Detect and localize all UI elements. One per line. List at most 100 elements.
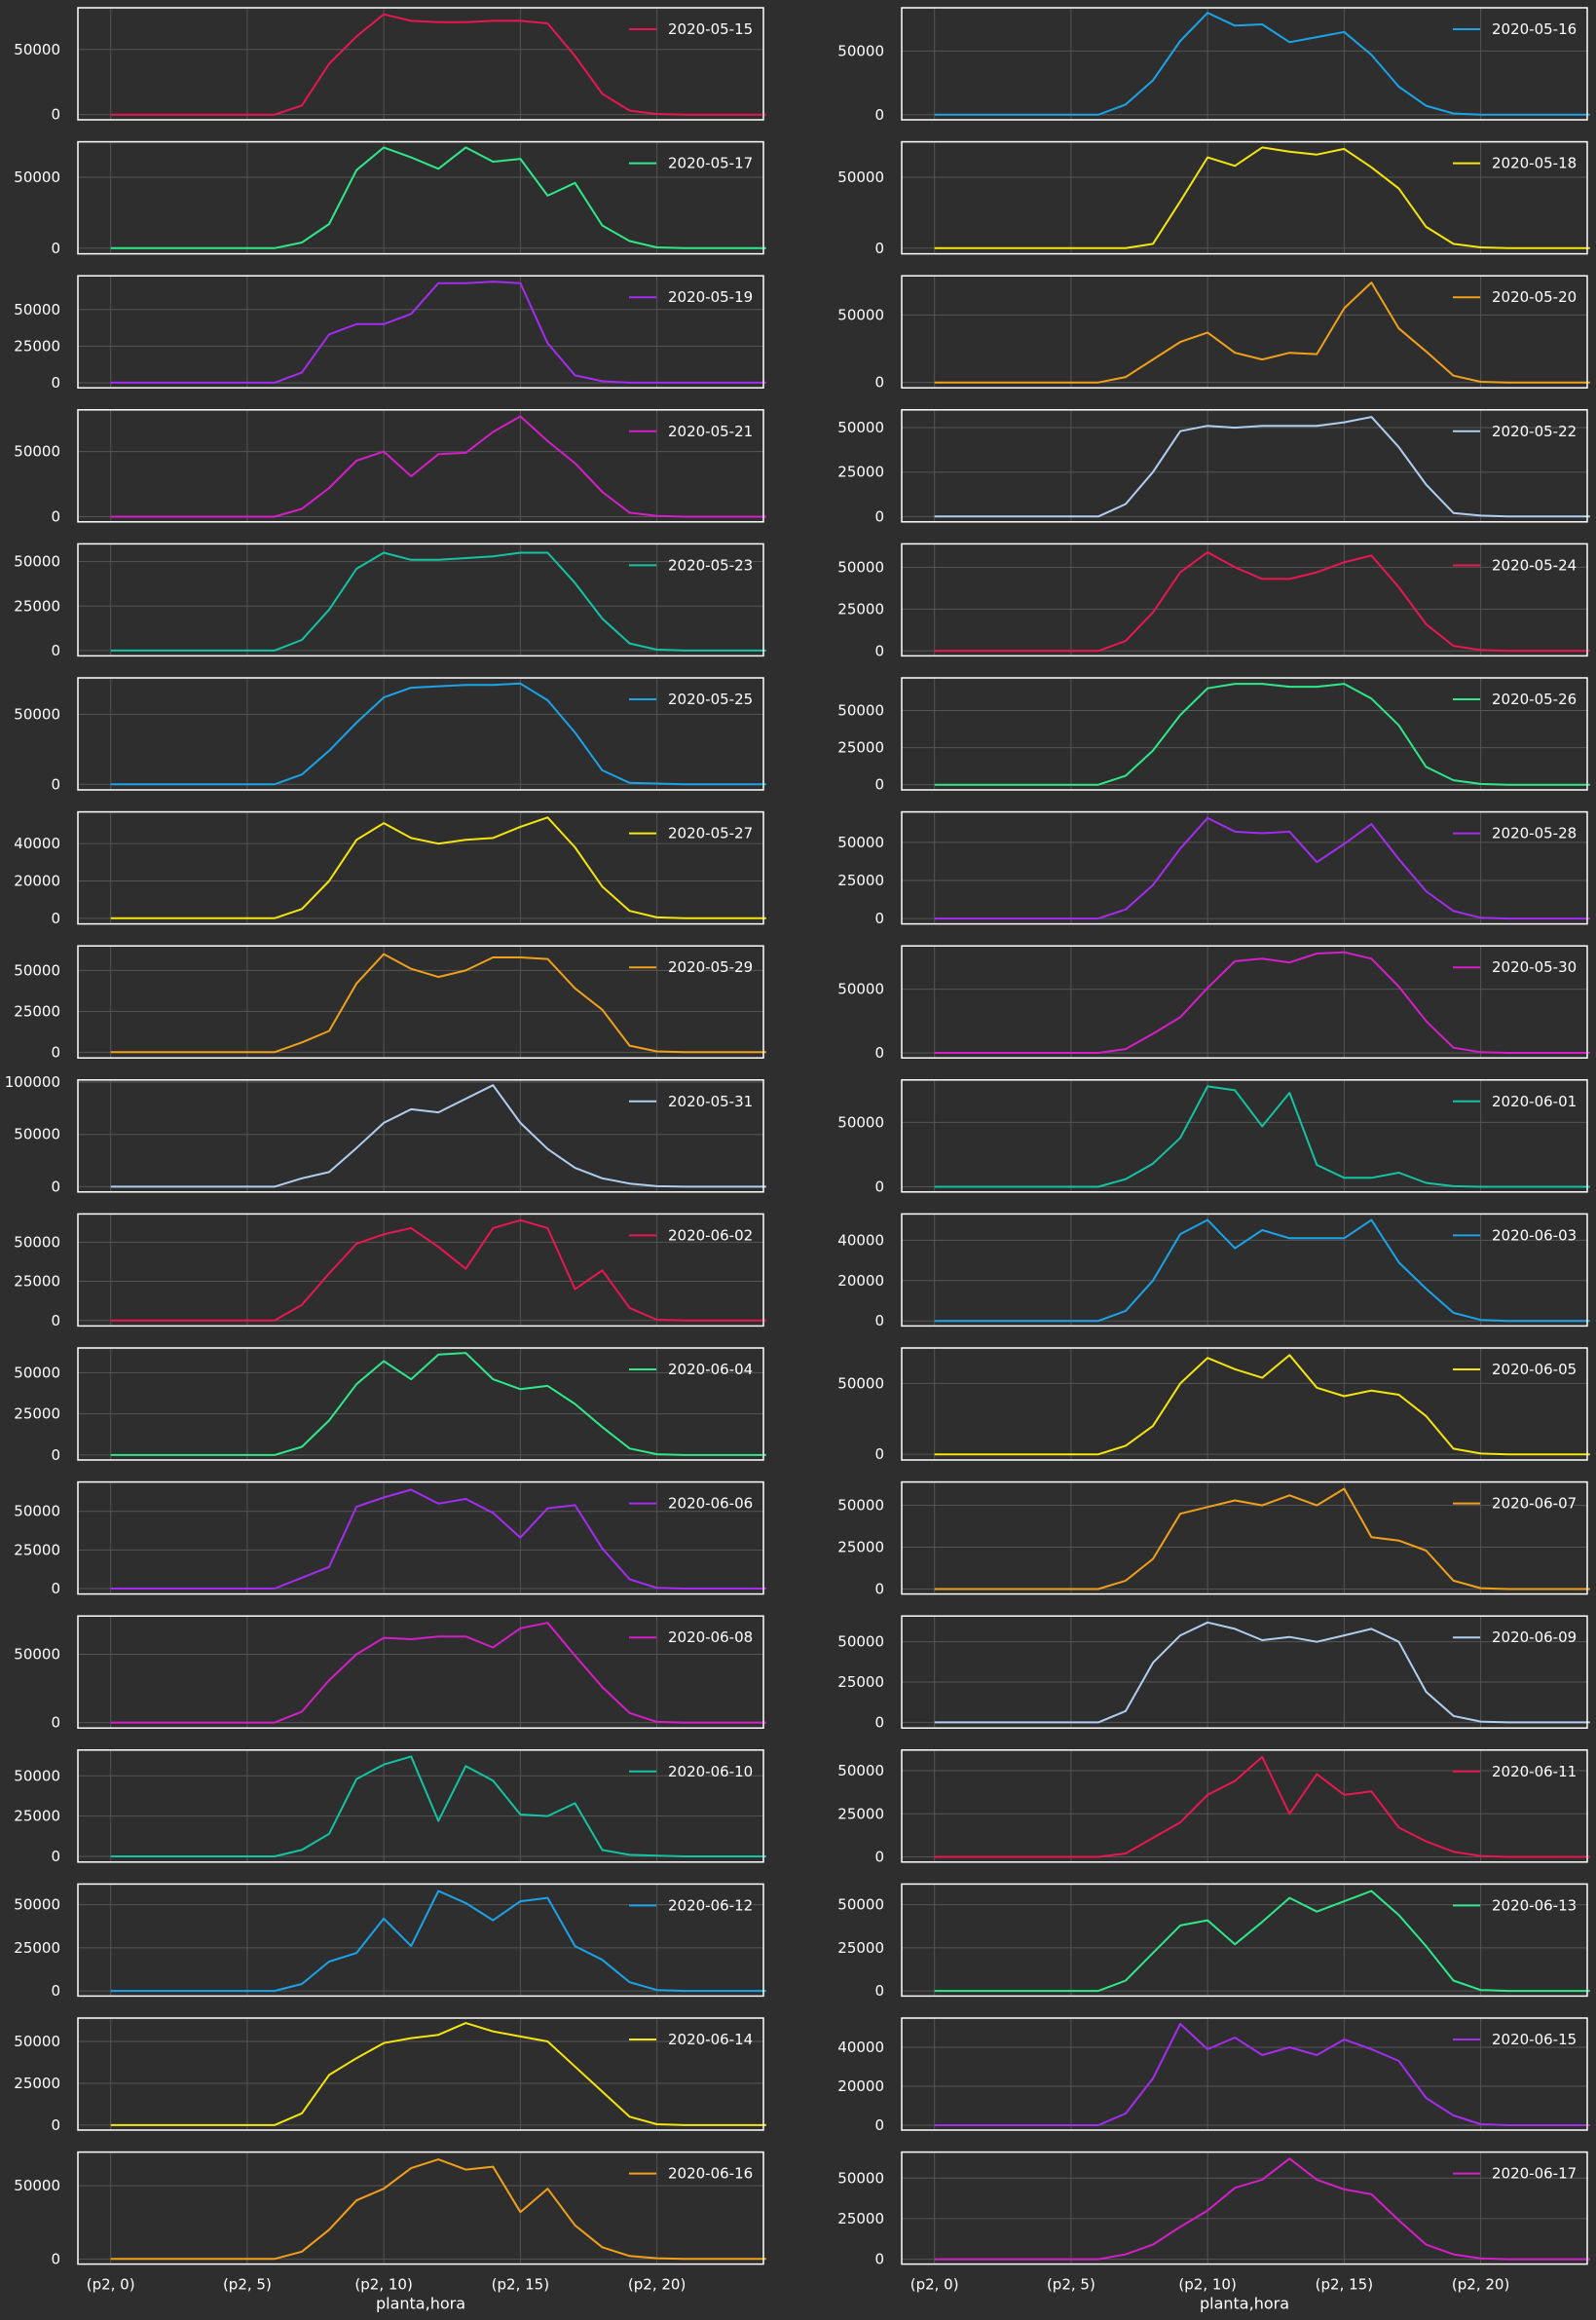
legend-label: 2020-05-27 <box>668 825 753 842</box>
legend-label: 2020-06-05 <box>1492 1361 1577 1378</box>
x-tick-label: (p2, 10) <box>354 2276 412 2294</box>
series-line <box>110 1084 766 1188</box>
y-tick-label: 0 <box>51 106 60 124</box>
series-line <box>110 1890 766 1993</box>
y-tick-label: 0 <box>874 2116 884 2134</box>
x-tick-label: (p2, 5) <box>223 2276 272 2294</box>
series-line <box>934 1218 1590 1323</box>
y-tick-label: 0 <box>51 910 60 927</box>
y-tick-label: 25000 <box>14 2075 60 2092</box>
series-line <box>110 1218 766 1322</box>
subplot-panel: 0 25000 50000 2020-06-14 <box>14 2017 766 2134</box>
y-tick-label: 0 <box>874 106 884 124</box>
axes-frame <box>77 2017 764 2131</box>
y-tick-label: 25000 <box>14 1405 60 1423</box>
subplot-panel: 0 50000 2020-05-20 <box>837 275 1590 392</box>
axes-frame <box>901 1480 1588 1595</box>
axes-frame <box>901 810 1588 925</box>
y-tick-label: 0 <box>874 1445 884 1463</box>
y-tick-label: 0 <box>51 507 60 525</box>
subplot-panel: 0 25000 50000 2020-05-28 <box>837 810 1590 927</box>
y-tick-label: 25000 <box>837 739 884 757</box>
y-tick-label: 50000 <box>14 961 60 979</box>
legend-label: 2020-06-13 <box>1492 1896 1577 1914</box>
y-tick-label: 0 <box>874 507 884 525</box>
legend-label: 2020-05-16 <box>1492 20 1577 38</box>
subplot-panel: 0 20000 40000 2020-06-03 <box>837 1213 1590 1329</box>
legend-label: 2020-05-19 <box>668 288 753 306</box>
y-tick-label: 0 <box>51 1580 60 1597</box>
subplot-panel: 0 50000 2020-05-15 <box>14 7 766 124</box>
axes-frame <box>77 677 764 791</box>
y-tick-label: 50000 <box>837 1896 884 1914</box>
x-tick-label: (p2, 15) <box>492 2276 549 2294</box>
series-line <box>934 1354 1590 1456</box>
y-tick-label: 50000 <box>14 301 60 318</box>
subplot-panel: 0 50000 2020-06-16 (p2, 0) (p2, 5) (p2, 10) (p… <box>14 2151 766 2313</box>
axes-frame <box>77 543 764 657</box>
axes-frame <box>901 275 1588 389</box>
y-tick-label: 0 <box>874 374 884 392</box>
x-tick-label: (p2, 0) <box>910 2276 959 2294</box>
y-tick-label: 50000 <box>14 1126 60 1143</box>
y-tick-label: 0 <box>874 910 884 927</box>
axes-frame <box>901 409 1588 523</box>
series-line <box>110 1352 766 1456</box>
y-tick-label: 50000 <box>14 1503 60 1520</box>
y-tick-label: 0 <box>51 2116 60 2134</box>
y-tick-label: 0 <box>51 1982 60 2000</box>
axes-frame <box>901 945 1588 1059</box>
axes-frame <box>77 1480 764 1595</box>
y-tick-label: 0 <box>51 374 60 392</box>
y-tick-label: 50000 <box>837 419 884 436</box>
subplot-panel: 0 50000 2020-05-25 <box>14 677 766 793</box>
subplot-panel: 0 50000 2020-05-21 <box>14 409 766 525</box>
y-tick-label: 0 <box>51 1446 60 1464</box>
y-tick-label: 25000 <box>14 1273 60 1291</box>
subplot-panel: 0 25000 50000 2020-06-04 <box>14 1347 766 1464</box>
axes-frame <box>901 2151 1588 2265</box>
subplot-panel: 0 50000 2020-05-18 <box>837 140 1590 257</box>
series-line <box>934 1085 1590 1188</box>
axes-frame <box>901 1615 1588 1729</box>
y-tick-label: 25000 <box>837 464 884 481</box>
legend-label: 2020-06-14 <box>668 2031 753 2048</box>
axes-frame <box>77 1749 764 1863</box>
y-tick-label: 50000 <box>837 981 884 998</box>
series-line <box>934 1890 1590 1993</box>
y-tick-label: 40000 <box>837 1231 884 1249</box>
legend-label: 2020-06-11 <box>1492 1763 1577 1780</box>
y-tick-label: 100000 <box>5 1073 60 1091</box>
axes-frame <box>901 2017 1588 2131</box>
legend-label: 2020-06-09 <box>1492 1628 1577 1646</box>
y-tick-label: 50000 <box>14 553 60 571</box>
series-line <box>934 551 1590 653</box>
subplot-panel: 0 25000 50000 2020-05-24 <box>837 543 1590 659</box>
series-line <box>934 2023 1590 2126</box>
subplot-panel: 0 25000 50000 2020-05-26 <box>837 677 1590 794</box>
series-line <box>110 816 766 919</box>
y-tick-label: 0 <box>874 776 884 794</box>
subplot-panel: 0 25000 50000 2020-05-19 <box>14 275 766 392</box>
subplot-panel: 0 50000 2020-06-01 <box>837 1079 1590 1196</box>
series-line <box>110 1755 766 1857</box>
y-tick-label: 0 <box>51 642 60 659</box>
axes-frame <box>77 945 764 1059</box>
subplot-grid: 0 50000 2020-05-15 0 50000 2020-05-16 0 50000 20… <box>5 7 1590 2313</box>
subplot-panel: 0 20000 40000 2020-05-27 <box>14 810 766 927</box>
y-tick-label: 20000 <box>14 873 60 890</box>
series-line <box>110 551 766 652</box>
subplot-panel: 0 25000 50000 2020-06-17 (p2, 0) (p2, 5) (p2, … <box>837 2151 1590 2313</box>
legend-label: 2020-05-17 <box>668 155 753 172</box>
axes-frame <box>77 140 764 255</box>
y-tick-label: 50000 <box>14 168 60 186</box>
legend-label: 2020-06-17 <box>1492 2165 1577 2183</box>
y-tick-label: 0 <box>51 1178 60 1195</box>
y-tick-label: 50000 <box>14 1364 60 1381</box>
subplot-panel: 0 25000 50000 2020-05-29 <box>14 945 766 1061</box>
y-tick-label: 50000 <box>837 42 884 59</box>
series-line <box>110 1622 766 1724</box>
y-tick-label: 0 <box>51 775 60 793</box>
